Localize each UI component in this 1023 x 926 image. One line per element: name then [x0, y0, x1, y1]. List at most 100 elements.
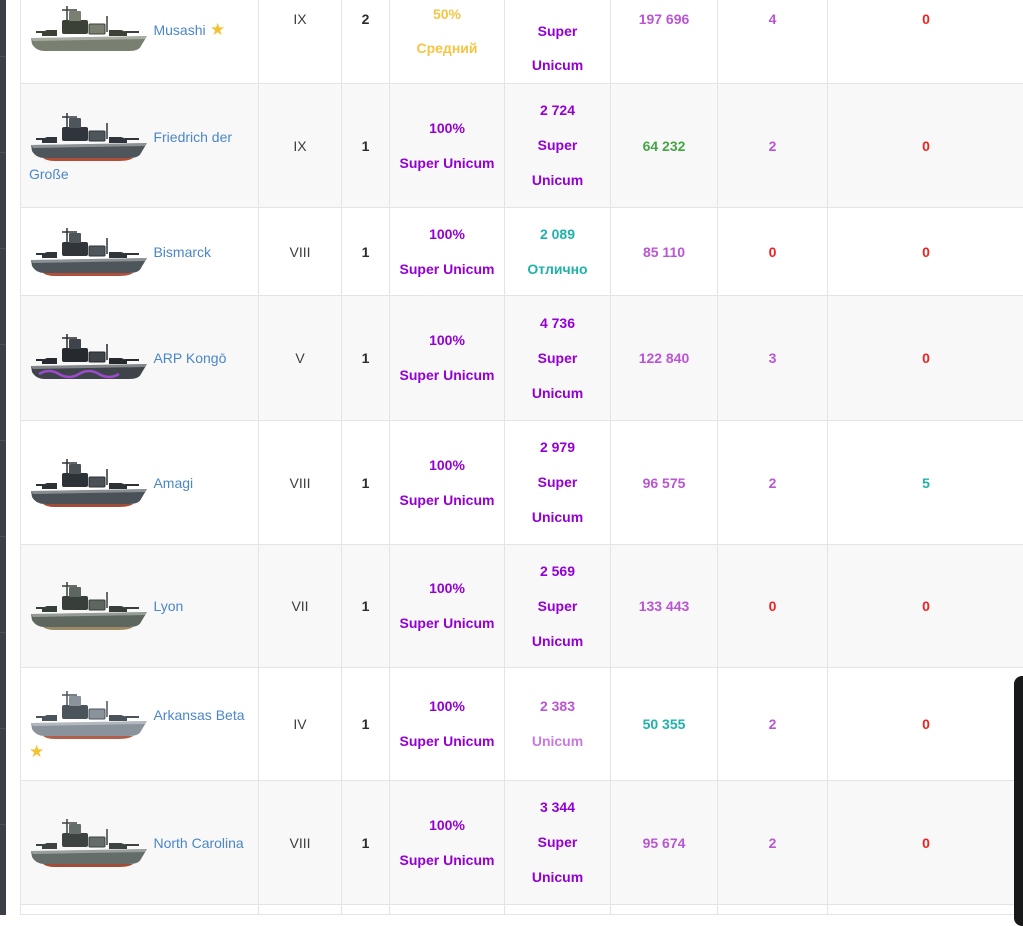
- ship-cell: Friedrich der Große: [21, 84, 259, 207]
- rating-label: Super: [537, 597, 578, 614]
- ship-name-link[interactable]: North Carolina: [153, 834, 244, 851]
- rating-cell: Super Unicum: [505, 0, 611, 83]
- winrate-label: Super Unicum: [399, 367, 495, 383]
- planes-cell: 0: [828, 208, 1023, 295]
- rating-label: Super: [537, 137, 578, 153]
- battles-cell: 1: [342, 668, 390, 780]
- ship-name-link[interactable]: Musashi: [153, 22, 206, 38]
- ship-cell: Lyon: [21, 545, 259, 667]
- table-row: Arkansas Beta ★ IV 1 100% Super Unicum 2 383 U…: [21, 668, 1023, 781]
- planes-cell: 5: [828, 421, 1023, 544]
- frags-value: 2: [768, 716, 777, 732]
- tier-value: VIII: [289, 474, 311, 491]
- winrate-label: Super Unicum: [399, 154, 495, 171]
- battles-value: 1: [361, 243, 370, 260]
- avg-damage-value: 64 232: [642, 137, 686, 154]
- rating-value: 2 569: [539, 562, 576, 579]
- tier-cell: V: [259, 296, 342, 420]
- battles-cell: 1: [342, 84, 390, 207]
- table-row: Amagi VIII 1 100% Super Unicum 2 979 Super Unic…: [21, 421, 1023, 545]
- planes-value: 0: [922, 834, 930, 851]
- frags-value: 2: [768, 834, 777, 851]
- table-row-partial: [21, 905, 1023, 915]
- ship-image: [29, 224, 149, 280]
- battles-value: 2: [361, 11, 370, 27]
- planes-cell: 0: [828, 296, 1023, 420]
- table-row: North Carolina VIII 1 100% Super Unicum 3 344…: [21, 781, 1023, 905]
- avg-damage-value: 197 696: [638, 11, 690, 27]
- winrate-label: Super Unicum: [399, 851, 495, 868]
- avg-damage-cell: 96 575: [611, 421, 718, 544]
- winrate-label: Средний: [416, 40, 478, 56]
- ship-name-link[interactable]: Arkansas Beta: [153, 706, 245, 723]
- star-icon: ★: [210, 20, 226, 39]
- tier-cell: IV: [259, 668, 342, 780]
- avg-damage-cell: 197 696: [611, 0, 718, 83]
- rating-label: Unicum: [531, 384, 584, 401]
- winrate-value: 100%: [429, 698, 465, 714]
- avg-damage-value: 133 443: [638, 598, 690, 614]
- winrate-cell: 100% Super Unicum: [390, 296, 505, 420]
- frags-value: 2: [768, 474, 777, 491]
- rating-label: Super: [537, 474, 578, 490]
- avg-damage-value: 95 674: [642, 834, 686, 851]
- avg-damage-cell: 122 840: [611, 296, 718, 420]
- ship-image: [29, 455, 149, 511]
- frags-value: 3: [768, 350, 777, 366]
- tier-value: IV: [293, 716, 307, 732]
- planes-value: 0: [922, 598, 930, 614]
- rating-label: Super: [537, 23, 578, 39]
- winrate-value: 50%: [432, 6, 461, 22]
- avg-damage-cell: 95 674: [611, 781, 718, 904]
- winrate-cell: 50% Средний: [390, 0, 505, 83]
- battles-value: 1: [361, 474, 370, 491]
- battles-value: 1: [361, 350, 370, 366]
- planes-value: 0: [922, 11, 930, 27]
- scrollbar-thumb[interactable]: [1014, 676, 1023, 926]
- ship-name-link[interactable]: Friedrich der Große: [29, 128, 233, 182]
- ship-stats-table: Musashi ★ IX 2 50% Средний Super Unicum 197 696…: [20, 0, 1023, 915]
- winrate-value: 100%: [429, 456, 465, 473]
- avg-damage-cell: 133 443: [611, 545, 718, 667]
- tier-value: VIII: [289, 834, 311, 851]
- ship-image: [29, 578, 149, 634]
- ship-name-link[interactable]: Lyon: [153, 598, 184, 614]
- winrate-label: Super Unicum: [399, 733, 495, 749]
- frags-value: 4: [768, 11, 777, 27]
- planes-cell: 0: [828, 781, 1023, 904]
- planes-value: 0: [922, 350, 930, 366]
- tier-cell: IX: [259, 0, 342, 83]
- ship-cell: ARP Kongō: [21, 296, 259, 420]
- ship-name-link[interactable]: Amagi: [153, 474, 194, 491]
- frags-cell: 2: [718, 421, 828, 544]
- avg-damage-value: 96 575: [642, 474, 686, 491]
- avg-damage-value: 122 840: [638, 350, 690, 366]
- ship-cell: Musashi ★: [21, 0, 259, 83]
- tier-cell: VIII: [259, 208, 342, 295]
- ship-cell: Amagi: [21, 421, 259, 544]
- planes-cell: 0: [828, 668, 1023, 780]
- ship-cell: North Carolina: [21, 781, 259, 904]
- winrate-cell: 100% Super Unicum: [390, 668, 505, 780]
- ship-name-link[interactable]: Bismarck: [153, 243, 212, 260]
- window-left-edge: [0, 0, 6, 915]
- battles-cell: 1: [342, 545, 390, 667]
- planes-cell: 0: [828, 84, 1023, 207]
- avg-damage-value: 85 110: [642, 243, 686, 260]
- battles-value: 1: [361, 137, 370, 154]
- ship-name-link[interactable]: ARP Kongō: [153, 350, 227, 366]
- rating-value: 2 383: [539, 698, 576, 714]
- winrate-value: 100%: [429, 816, 465, 833]
- battles-cell: 1: [342, 421, 390, 544]
- rating-cell: 2 383 Unicum: [505, 668, 611, 780]
- winrate-value: 100%: [429, 332, 465, 348]
- winrate-label: Super Unicum: [399, 491, 495, 508]
- table-row: Musashi ★ IX 2 50% Средний Super Unicum 197 696…: [21, 0, 1023, 84]
- planes-value: 5: [922, 474, 930, 491]
- table-row: ARP Kongō V 1 100% Super Unicum 4 736 Super Uni…: [21, 296, 1023, 421]
- rating-cell: 2 089 Отлично: [505, 208, 611, 295]
- frags-cell: 2: [718, 84, 828, 207]
- rating-label: Unicum: [531, 509, 584, 525]
- ship-cell: Arkansas Beta ★: [21, 668, 259, 780]
- rating-label: Unicum: [531, 869, 584, 885]
